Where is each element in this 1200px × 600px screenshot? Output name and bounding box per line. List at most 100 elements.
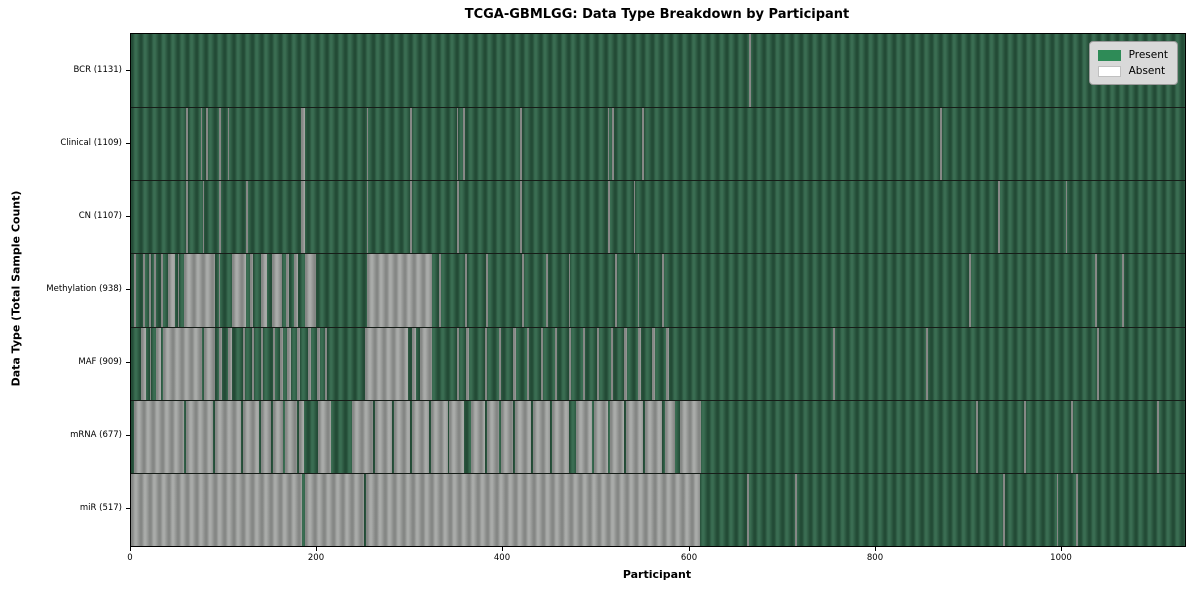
y-tick-mark [126, 362, 130, 363]
y-tick-label-cn: CN (1107) [78, 211, 122, 221]
absent-segment [293, 253, 298, 327]
absent-segment [317, 326, 320, 400]
matrix-row-bcr [131, 34, 1185, 108]
absent-segment [551, 399, 569, 473]
absent-segment [298, 399, 305, 473]
absent-segment [271, 253, 282, 327]
chart-title: TCGA-GBMLGG: Data Type Breakdown by Part… [464, 7, 850, 22]
matrix-row-mir [131, 472, 1185, 546]
absent-segment [514, 399, 532, 473]
absent-segment [227, 107, 230, 181]
absent-segment [366, 253, 432, 327]
y-tick-label-maf: MAF (909) [78, 357, 122, 367]
matrix-row-clinical [131, 107, 1185, 181]
absent-segment [351, 399, 374, 473]
absent-segment [512, 326, 516, 400]
x-tick-label: 1000 [1050, 553, 1072, 563]
legend-present-swatch [1097, 49, 1121, 61]
legend-present-entry: Present [1097, 47, 1168, 63]
absent-segment [637, 253, 640, 327]
absent-segment [652, 326, 656, 400]
absent-segment [272, 399, 283, 473]
y-tick-mark [126, 70, 130, 71]
x-tick-mark [502, 547, 503, 551]
absent-segment [609, 399, 625, 473]
absent-segment [410, 107, 413, 181]
absent-segment [582, 326, 586, 400]
absent-segment [470, 399, 485, 473]
x-tick-label: 0 [127, 553, 133, 563]
absent-segment [261, 253, 267, 327]
absent-segment [576, 399, 592, 473]
absent-segment [364, 326, 409, 400]
absent-segment [162, 326, 202, 400]
absent-segment [522, 253, 524, 327]
absent-segment [596, 326, 600, 400]
x-tick-mark [875, 547, 876, 551]
absent-segment [131, 472, 303, 546]
x-tick-mark [130, 547, 131, 551]
absent-segment [439, 253, 442, 327]
absent-segment [160, 253, 163, 327]
absent-segment [794, 472, 797, 546]
absent-segment [612, 107, 614, 181]
y-tick-label-clinical: Clinical (1109) [60, 138, 122, 148]
matrix-row-maf [131, 326, 1185, 400]
absent-segment [638, 326, 642, 400]
absent-segment [246, 180, 248, 254]
absent-segment [252, 326, 254, 400]
absent-segment [185, 107, 188, 181]
absent-segment [149, 326, 152, 400]
legend-absent-swatch [1097, 65, 1121, 77]
absent-segment [202, 180, 205, 254]
y-tick-mark [126, 143, 130, 144]
absent-segment [747, 472, 750, 546]
y-tick-label-mrna: mRNA (677) [70, 430, 122, 440]
absent-segment [285, 253, 290, 327]
absent-segment [419, 326, 432, 400]
absent-segment [272, 326, 276, 400]
absent-segment [287, 326, 292, 400]
y-tick-mark [126, 435, 130, 436]
absent-segment [168, 253, 175, 327]
absent-segment [141, 326, 146, 400]
absent-segment [526, 326, 530, 400]
absent-segment [214, 399, 241, 473]
absent-segment [219, 107, 221, 181]
absent-segment [305, 472, 364, 546]
absent-segment [665, 399, 675, 473]
absent-segment [296, 326, 301, 400]
y-tick-mark [126, 216, 130, 217]
row-separator [131, 326, 1185, 328]
absent-segment [968, 253, 971, 327]
absent-segment [554, 326, 558, 400]
absent-segment [279, 326, 283, 400]
absent-segment [607, 180, 610, 254]
absent-segment [365, 472, 700, 546]
absent-segment [156, 326, 161, 400]
absent-segment [1023, 399, 1026, 473]
absent-segment [143, 253, 145, 327]
absent-segment [412, 326, 416, 400]
absent-segment [485, 253, 488, 327]
absent-segment [1097, 326, 1100, 400]
legend: Present Absent [1088, 41, 1178, 85]
absent-segment [615, 253, 618, 327]
x-tick-mark [316, 547, 317, 551]
absent-segment [520, 107, 523, 181]
absent-segment [318, 399, 332, 473]
absent-segment [307, 326, 311, 400]
absent-segment [661, 253, 664, 327]
absent-segment [1121, 253, 1124, 327]
absent-segment [997, 180, 1000, 254]
x-axis-label: Participant [622, 568, 692, 581]
absent-segment [250, 253, 253, 327]
row-separator [131, 472, 1185, 474]
absent-segment [154, 253, 157, 327]
absent-segment [1056, 472, 1059, 546]
absent-segment [449, 399, 465, 473]
absent-segment [484, 326, 487, 400]
absent-segment [305, 253, 317, 327]
absent-segment [1003, 472, 1006, 546]
absent-segment [520, 180, 523, 254]
